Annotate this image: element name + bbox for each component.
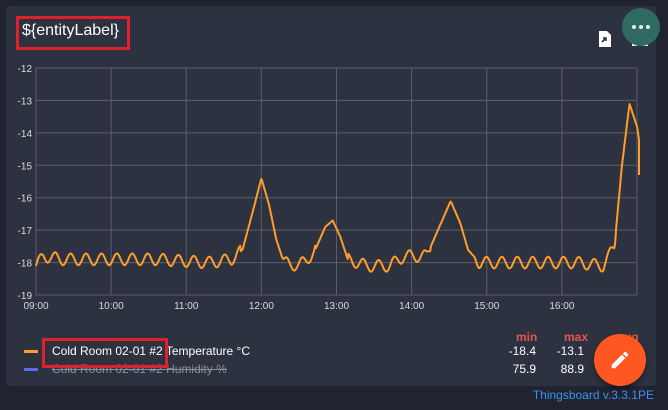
x-tick-label: 15:00 [474,301,499,312]
temperature-series-line [35,103,640,273]
legend-swatch [24,368,38,371]
x-tick-label: 13:00 [324,301,349,312]
legend-min-value: 75.9 [512,362,536,376]
more-horiz-icon [632,25,636,29]
y-tick-label: -16 [18,194,33,205]
chart-widget: ${entityLabel} -12 -13 -14 -15 -16 -17 -18 -19 … [6,6,660,386]
legend-highlight-box [42,338,168,368]
x-tick-label: 14:00 [399,301,424,312]
file-export-icon[interactable] [598,30,612,48]
x-tick-label: 16:00 [549,301,574,312]
y-tick-label: -12 [18,64,33,75]
edit-button[interactable] [594,334,646,386]
x-tick-label: 11:00 [174,301,199,312]
y-tick-label: -14 [18,129,33,140]
legend-header-max: max [564,330,589,344]
chart-grid [35,67,638,296]
more-options-button[interactable] [622,8,660,46]
legend-min-value: -18.4 [508,344,536,358]
x-tick-label: 10:00 [99,301,124,312]
legend-max-value: 88.9 [560,362,584,376]
x-axis-ticks: 09:00 10:00 11:00 12:00 13:00 14:00 15:00 16:00 [23,301,574,312]
widget-title: ${entityLabel} [22,22,119,39]
legend-max-value: -13.1 [556,344,584,358]
x-tick-label: 09:00 [23,301,48,312]
line-chart: -12 -13 -14 -15 -16 -17 -18 -19 09:00 10:00 11:00… [18,64,640,312]
version-footer: Thingsboard v.3.3.1PE [532,388,654,402]
x-tick-label: 12:00 [249,301,274,312]
legend-header-min: min [516,330,538,344]
legend-swatch [24,350,38,353]
y-tick-label: -18 [18,259,33,270]
y-tick-label: -13 [18,96,33,107]
y-tick-label: -19 [18,291,33,302]
y-axis-ticks: -12 -13 -14 -15 -16 -17 -18 -19 [18,64,33,302]
y-tick-label: -15 [18,161,33,172]
edit-pencil-icon [611,351,629,369]
title-highlight-box [16,16,130,50]
legend-label: Cold Room 02-01 #2 Temperature °C [52,344,251,358]
y-tick-label: -17 [18,226,33,237]
